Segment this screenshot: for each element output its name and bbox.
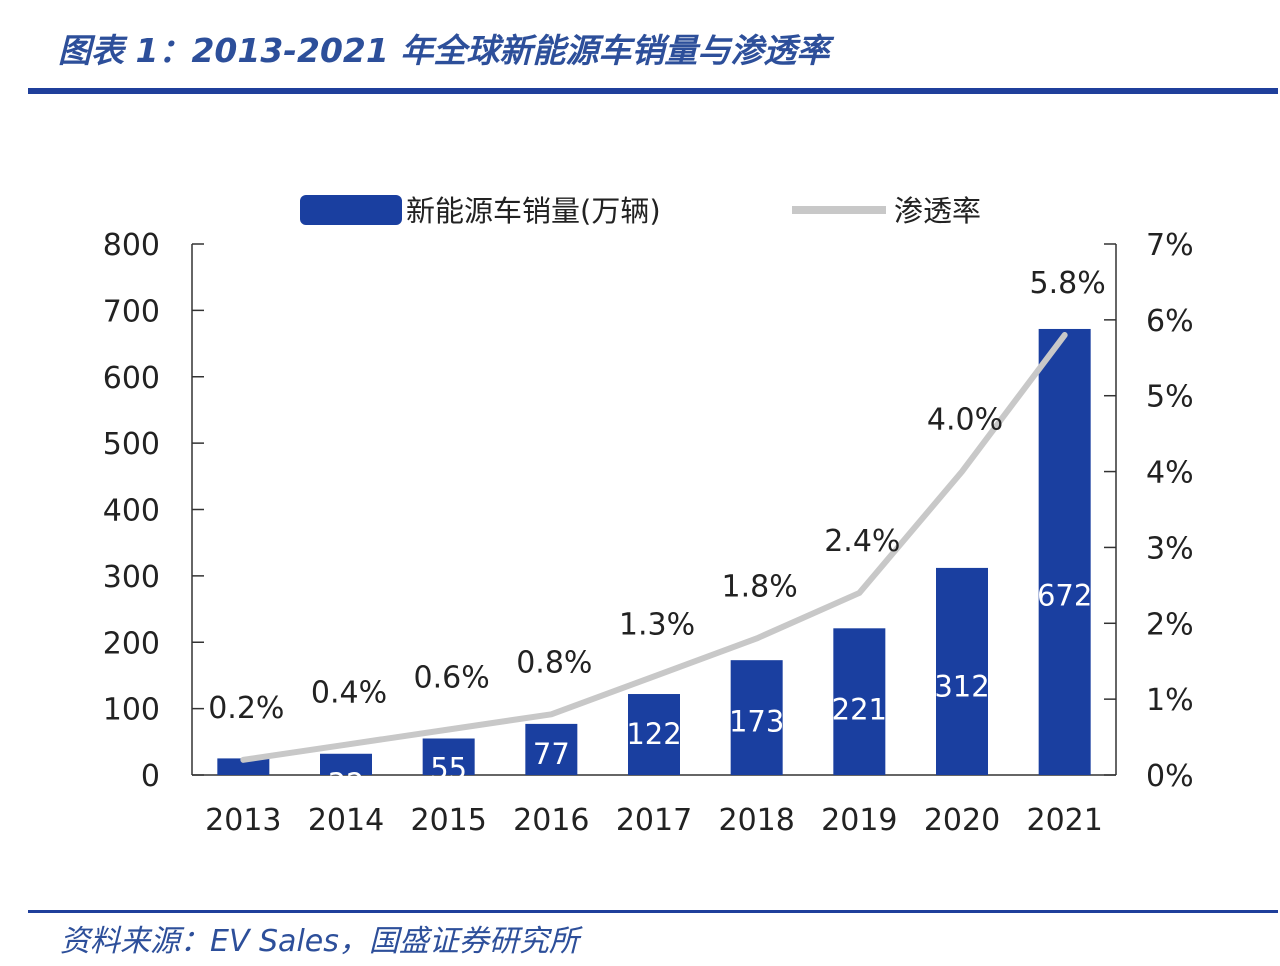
rate-label: 2.4%	[824, 524, 900, 559]
rate-label: 1.3%	[619, 607, 695, 642]
x-tick-label: 2015	[410, 803, 486, 838]
bar-value-label: 77	[533, 737, 570, 771]
bar-2018	[730, 660, 783, 775]
bar-2014	[320, 753, 372, 775]
rate-label: 4.0%	[927, 403, 1003, 438]
rate-label: 0.6%	[414, 660, 490, 695]
rate-label: 0.2%	[208, 691, 284, 726]
bar-value-label: 55	[430, 751, 467, 785]
bar-value-label: 122	[626, 717, 681, 751]
bar-value-label: 221	[832, 692, 887, 726]
x-tick-label: 2021	[1026, 803, 1102, 838]
bar-2021	[1038, 328, 1091, 775]
bar-2015	[422, 738, 475, 775]
left-tick-label: 100	[103, 693, 160, 728]
x-tick-label: 2017	[616, 803, 692, 838]
right-tick-label: 2%	[1146, 607, 1194, 642]
rate-label: 1.8%	[722, 569, 798, 604]
legend-bar-label: 新能源车销量(万辆)	[406, 194, 661, 228]
footer-divider	[28, 910, 1278, 913]
rate-label: 0.8%	[516, 645, 592, 680]
left-tick-label: 600	[103, 361, 160, 396]
left-tick-label: 0	[141, 759, 160, 794]
left-tick-label: 200	[103, 626, 160, 661]
left-tick-label: 500	[103, 427, 160, 462]
left-tick-label: 400	[103, 494, 160, 529]
x-tick-label: 2019	[821, 803, 897, 838]
x-tick-label: 2020	[924, 803, 1000, 838]
bar-value-label: 672	[1037, 579, 1092, 613]
x-tick-label: 2018	[718, 803, 794, 838]
x-tick-label: 2014	[308, 803, 384, 838]
bar-2020	[936, 567, 988, 775]
right-tick-label: 3%	[1146, 531, 1194, 566]
x-tick-label: 2013	[205, 803, 281, 838]
bar-2013	[217, 758, 270, 775]
right-tick-label: 7%	[1146, 228, 1194, 263]
right-tick-label: 5%	[1146, 380, 1194, 415]
right-tick-label: 1%	[1146, 683, 1194, 718]
legend-line-label: 渗透率	[894, 194, 981, 228]
penetration-line	[240, 332, 1068, 763]
bar-2019	[833, 628, 886, 775]
bar-value-label: 173	[729, 704, 784, 738]
right-tick-label: 4%	[1146, 456, 1194, 491]
left-tick-label: 700	[103, 294, 160, 329]
bar-value-label: 32	[328, 767, 365, 801]
bar-value-label: 312	[934, 669, 989, 703]
left-tick-label: 800	[103, 228, 160, 263]
bar-2017	[628, 694, 680, 775]
right-tick-label: 0%	[1146, 759, 1194, 794]
rate-label: 0.4%	[311, 676, 387, 711]
rate-label: 5.8%	[1030, 266, 1106, 301]
right-tick-label: 6%	[1146, 304, 1194, 339]
legend-bar-swatch	[300, 195, 402, 225]
left-tick-label: 300	[103, 560, 160, 595]
source-note: 资料来源：EV Sales，国盛证券研究所	[60, 924, 579, 959]
x-tick-label: 2016	[513, 803, 589, 838]
title-divider	[28, 88, 1278, 94]
bar-2016	[525, 723, 578, 775]
chart: 0 100 200 300 400 500 600 700 800 0% 1% 2% 3% 4% 5% 6% 7…	[103, 194, 1194, 838]
chart-title: 图表 1：2013-2021 年全球新能源车销量与渗透率	[58, 31, 830, 70]
